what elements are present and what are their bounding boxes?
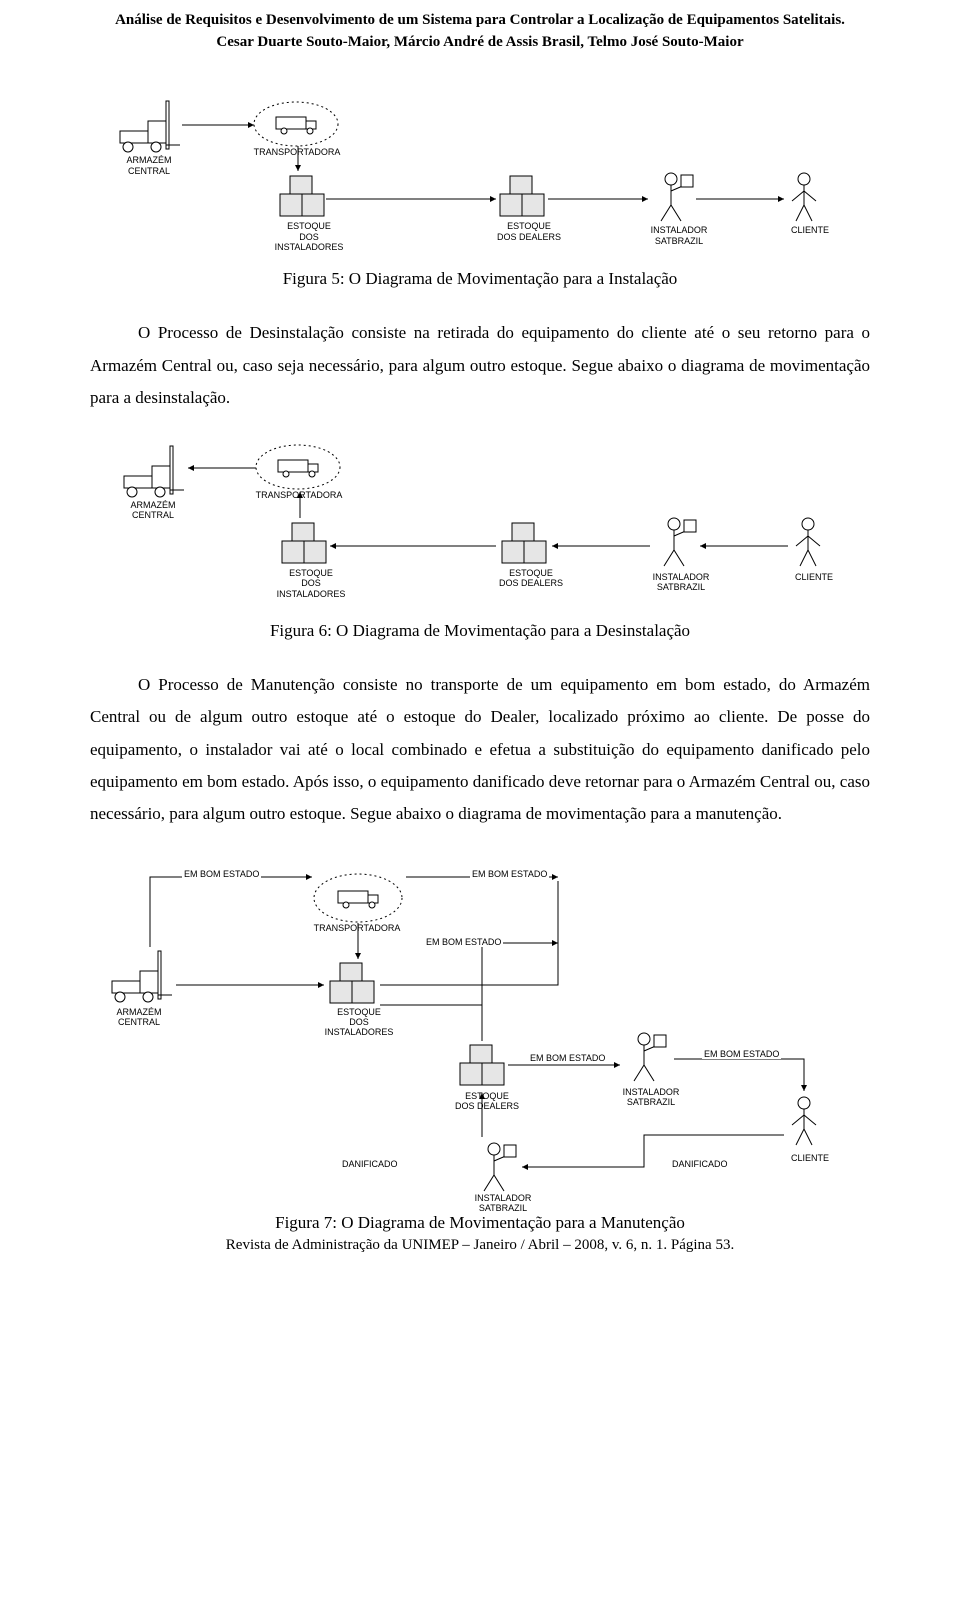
flow-label: EM BOM ESTADO bbox=[528, 1053, 607, 1063]
diagram-label: ESTOQUE DOS DEALERS bbox=[488, 221, 570, 242]
flow-label: DANIFICADO bbox=[340, 1159, 400, 1169]
transport-icon bbox=[254, 102, 338, 146]
figure-7-caption: Figura 7: O Diagrama de Movimentação par… bbox=[90, 1213, 870, 1233]
figure-6-diagram: ARMAZÉM CENTRAL TRANSPORTADORA ESTOQUE D… bbox=[100, 428, 860, 613]
forklift-icon bbox=[120, 101, 180, 152]
diagram-label: TRANSPORTADORA bbox=[248, 147, 346, 157]
worker-icon bbox=[664, 518, 696, 566]
paragraph-1: O Processo de Desinstalação consiste na … bbox=[90, 317, 870, 414]
paper-title: Análise de Requisitos e Desenvolvimento … bbox=[90, 10, 870, 30]
diagram-label: ARMAZÉM CENTRAL bbox=[112, 155, 186, 176]
boxes-icon bbox=[330, 963, 374, 1003]
figure-5-diagram: ARMAZÉM CENTRAL TRANSPORTADORA ESTOQUE D… bbox=[100, 91, 860, 261]
person-icon bbox=[796, 518, 820, 566]
diagram-label: ARMAZÉM CENTRAL bbox=[116, 500, 190, 521]
diagram-label: CLIENTE bbox=[784, 572, 844, 582]
diagram-label: ESTOQUE DOS INSTALADORES bbox=[264, 221, 354, 252]
transport-icon bbox=[314, 874, 402, 922]
diagram-label: ESTOQUE DOS DEALERS bbox=[446, 1091, 528, 1112]
diagram-label: INSTALADOR SATBRAZIL bbox=[462, 1193, 544, 1214]
paragraph-2: O Processo de Manutenção consiste no tra… bbox=[90, 669, 870, 830]
flow-label: EM BOM ESTADO bbox=[182, 869, 261, 879]
diagram-label: TRANSPORTADORA bbox=[250, 490, 348, 500]
flow-label: EM BOM ESTADO bbox=[702, 1049, 781, 1059]
forklift-icon bbox=[112, 951, 172, 1002]
page-footer: Revista de Administração da UNIMEP – Jan… bbox=[90, 1237, 870, 1254]
boxes-icon bbox=[502, 523, 546, 563]
diagram-label: TRANSPORTADORA bbox=[308, 923, 406, 933]
person-icon bbox=[792, 1097, 816, 1145]
boxes-icon bbox=[282, 523, 326, 563]
diagram-label: ARMAZÉM CENTRAL bbox=[102, 1007, 176, 1028]
paper-authors: Cesar Duarte Souto-Maior, Márcio André d… bbox=[90, 34, 870, 51]
worker-icon bbox=[484, 1143, 516, 1191]
diagram-label: INSTALADOR SATBRAZIL bbox=[638, 225, 720, 246]
diagram-label: INSTALADOR SATBRAZIL bbox=[640, 572, 722, 593]
flow-label: EM BOM ESTADO bbox=[470, 869, 549, 879]
boxes-icon bbox=[500, 176, 544, 216]
forklift-icon bbox=[124, 446, 184, 497]
worker-icon bbox=[634, 1033, 666, 1081]
diagram-label: CLIENTE bbox=[780, 225, 840, 235]
diagram-label: INSTALADOR SATBRAZIL bbox=[610, 1087, 692, 1108]
transport-icon bbox=[256, 445, 340, 489]
diagram-label: ESTOQUE DOS DEALERS bbox=[490, 568, 572, 589]
figure-5-caption: Figura 5: O Diagrama de Movimentação par… bbox=[90, 269, 870, 289]
flow-label: EM BOM ESTADO bbox=[424, 937, 503, 947]
figure-6-caption: Figura 6: O Diagrama de Movimentação par… bbox=[90, 621, 870, 641]
figure-7-diagram: ARMAZÉM CENTRAL TRANSPORTADORA ESTOQUE D… bbox=[90, 845, 870, 1205]
diagram-label: ESTOQUE DOS INSTALADORES bbox=[314, 1007, 404, 1038]
boxes-icon bbox=[460, 1045, 504, 1085]
diagram-label: CLIENTE bbox=[780, 1153, 840, 1163]
boxes-icon bbox=[280, 176, 324, 216]
flow-label: DANIFICADO bbox=[670, 1159, 730, 1169]
worker-icon bbox=[661, 173, 693, 221]
person-icon bbox=[792, 173, 816, 221]
diagram-label: ESTOQUE DOS INSTALADORES bbox=[266, 568, 356, 599]
